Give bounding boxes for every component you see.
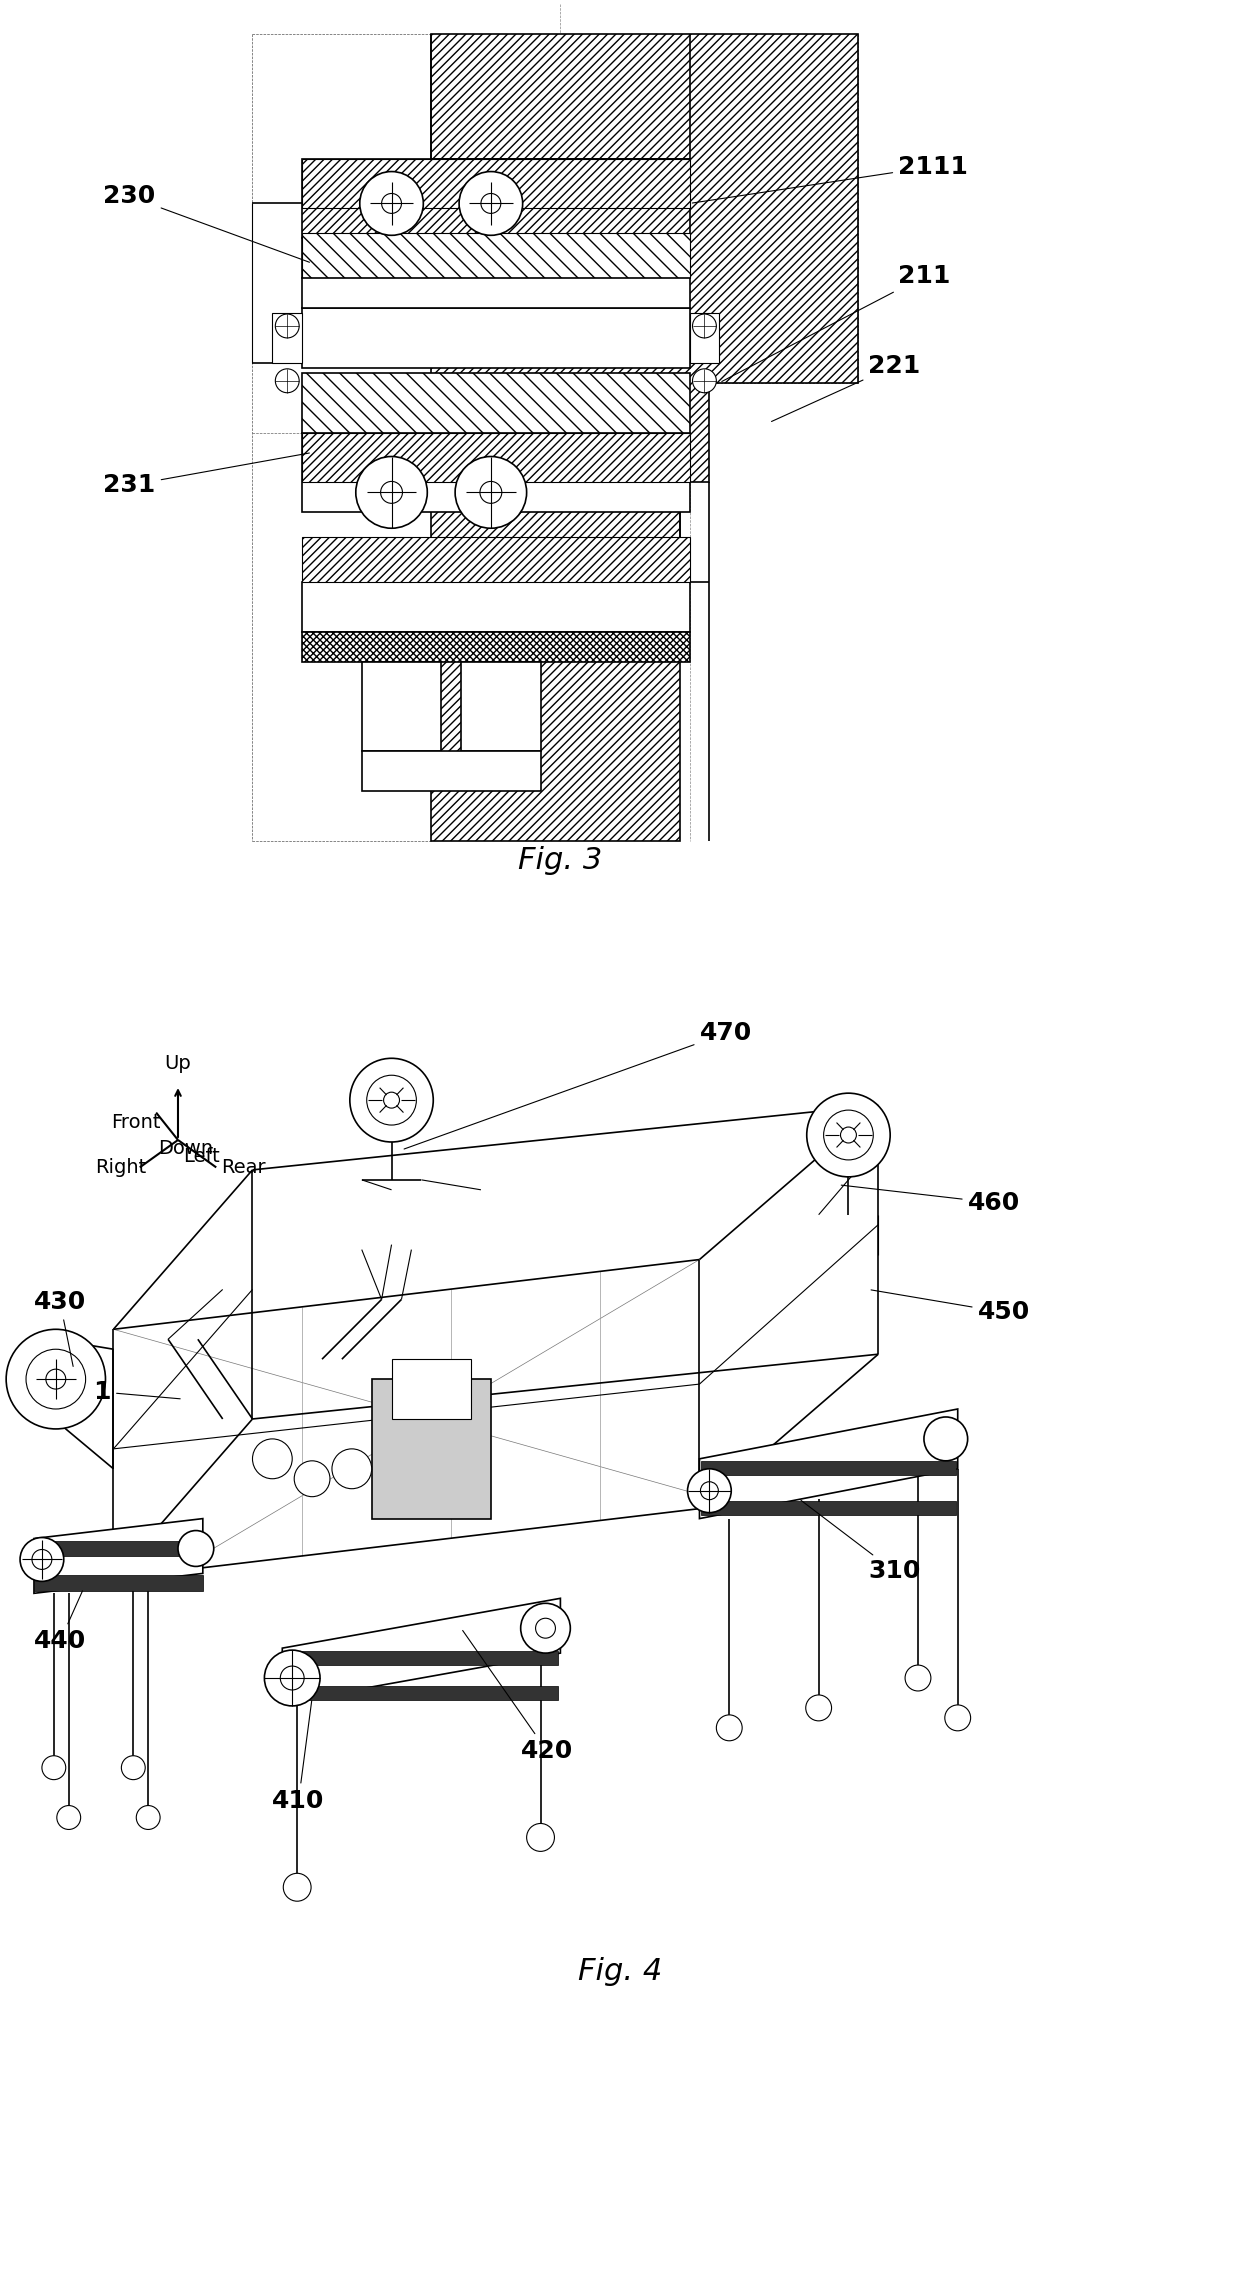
Text: Down: Down (159, 1138, 213, 1157)
Text: 211: 211 (722, 264, 951, 383)
Circle shape (717, 1715, 743, 1742)
Text: Rear: Rear (221, 1159, 265, 1177)
Text: Left: Left (184, 1148, 219, 1166)
Bar (303, 537, 689, 583)
Circle shape (350, 1059, 433, 1143)
Circle shape (332, 1448, 372, 1489)
Circle shape (356, 455, 428, 528)
Circle shape (806, 1694, 832, 1721)
Circle shape (945, 1705, 971, 1731)
Text: Up: Up (165, 1054, 191, 1072)
Circle shape (122, 1756, 145, 1781)
Circle shape (924, 1416, 967, 1462)
Bar (303, 159, 689, 209)
Text: 1: 1 (93, 1380, 180, 1405)
Circle shape (20, 1537, 63, 1580)
Text: Front: Front (112, 1113, 161, 1132)
Circle shape (905, 1664, 931, 1692)
Text: 2111: 2111 (692, 155, 968, 203)
Circle shape (294, 1462, 330, 1496)
Text: 440: 440 (33, 1592, 87, 1653)
Circle shape (42, 1756, 66, 1781)
Bar (689, 312, 719, 362)
Polygon shape (432, 34, 858, 840)
Bar (392, 1359, 471, 1419)
Bar (362, 751, 541, 792)
Circle shape (841, 1127, 857, 1143)
Circle shape (807, 1093, 890, 1177)
Text: 430: 430 (33, 1291, 87, 1366)
Text: Fig. 4: Fig. 4 (578, 1956, 662, 1986)
Bar (284, 1685, 558, 1701)
Bar (303, 373, 689, 433)
Text: 460: 460 (841, 1184, 1019, 1214)
Circle shape (383, 1093, 399, 1109)
Text: 230: 230 (103, 184, 310, 262)
Circle shape (46, 1368, 66, 1389)
Circle shape (57, 1806, 81, 1828)
Bar (303, 239, 689, 278)
Circle shape (527, 1824, 554, 1851)
Circle shape (687, 1469, 732, 1512)
Text: 420: 420 (463, 1630, 573, 1762)
Text: 450: 450 (870, 1289, 1030, 1325)
Bar (372, 1380, 491, 1519)
Bar (303, 583, 689, 631)
Bar (273, 312, 303, 362)
Circle shape (283, 1874, 311, 1901)
Circle shape (253, 1439, 293, 1478)
Polygon shape (33, 1519, 203, 1594)
Text: Right: Right (95, 1159, 146, 1177)
Polygon shape (283, 1598, 560, 1703)
Bar (362, 663, 441, 751)
Text: 470: 470 (404, 1022, 751, 1150)
Bar (33, 1576, 203, 1592)
Circle shape (692, 369, 717, 392)
Circle shape (179, 1530, 213, 1567)
Circle shape (521, 1603, 570, 1653)
Bar (303, 159, 689, 239)
Circle shape (6, 1330, 105, 1430)
Circle shape (692, 314, 717, 337)
Circle shape (360, 171, 423, 235)
Text: 310: 310 (801, 1501, 920, 1583)
Circle shape (455, 455, 527, 528)
Bar (303, 278, 689, 307)
Bar (303, 307, 689, 369)
Bar (284, 1651, 558, 1664)
Bar (303, 631, 689, 663)
Circle shape (459, 171, 522, 235)
Circle shape (275, 314, 299, 337)
Text: 221: 221 (771, 353, 920, 421)
Text: 231: 231 (103, 453, 309, 496)
Polygon shape (699, 1409, 957, 1519)
Bar (303, 433, 689, 512)
Bar (702, 1462, 956, 1475)
Bar (303, 433, 689, 483)
Bar (461, 663, 541, 751)
Bar (702, 1501, 956, 1514)
Bar (303, 232, 689, 278)
Text: 410: 410 (273, 1701, 325, 1812)
Text: Fig. 3: Fig. 3 (518, 847, 603, 874)
Circle shape (275, 369, 299, 392)
Circle shape (136, 1806, 160, 1828)
Bar (33, 1542, 203, 1557)
Circle shape (264, 1651, 320, 1705)
